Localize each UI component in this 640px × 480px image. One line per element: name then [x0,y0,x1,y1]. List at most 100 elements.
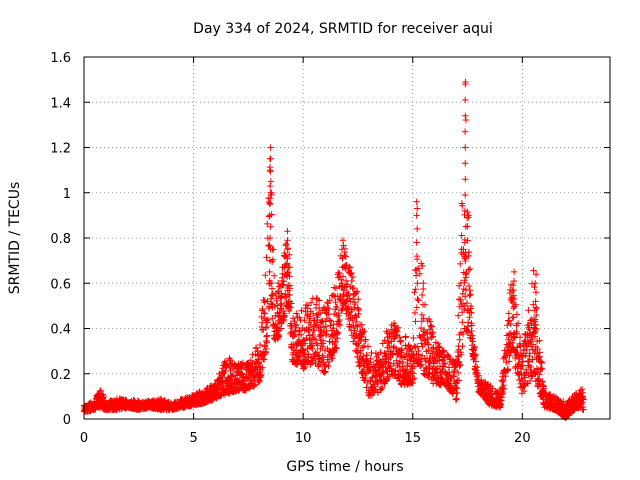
data-point [310,355,317,362]
data-point [266,166,273,174]
data-point [420,285,427,293]
data-point [514,351,521,358]
data-point [446,369,453,376]
data-point [267,246,274,253]
data-point [531,322,538,329]
data-point [413,212,420,219]
data-point [462,96,469,104]
data-point [414,343,421,350]
data-point [338,246,346,253]
data-point [532,325,539,332]
data-point [346,295,353,302]
data-point [345,290,352,297]
data-point [379,384,386,391]
data-point [536,371,543,378]
data-point [455,296,463,303]
data-point [354,288,361,295]
data-point [412,318,419,325]
data-point [264,319,271,326]
data-point [525,307,532,314]
data-point [322,368,329,375]
data-point [266,268,273,276]
data-point [489,385,496,392]
data-point [309,345,316,353]
data-point [461,302,468,310]
data-point [445,352,452,360]
data-point [465,282,473,290]
data-point [351,327,358,334]
data-point [473,364,481,371]
data-point [326,297,333,304]
data-point [348,269,355,277]
data-point [339,264,346,271]
data-point [339,291,347,298]
data-point [346,323,353,330]
data-point [326,338,333,345]
data-point [320,340,327,347]
data-point [219,374,226,381]
data-point [264,298,271,305]
data-point [298,307,305,314]
data-point [359,344,366,351]
data-point [332,285,340,292]
data-point [313,321,320,328]
data-point [270,272,278,279]
data-point [288,322,296,330]
data-point [457,351,465,358]
data-point [456,303,464,310]
data-point [256,341,264,349]
data-point [462,176,469,183]
data-point [364,343,372,350]
data-point [391,335,398,342]
data-point [412,286,419,293]
data-point [269,256,277,263]
data-point [288,300,295,307]
data-point [339,237,347,244]
data-points [80,78,587,422]
data-point [284,282,292,289]
data-point [348,277,355,285]
data-point [313,348,321,356]
data-point [501,347,508,354]
data-point [342,277,350,285]
data-point [425,341,432,348]
data-point [440,347,447,354]
x-tick-label: 20 [514,431,531,446]
data-point [462,191,469,199]
data-point [306,315,314,322]
chart-title: Day 334 of 2024, SRMTID for receiver aqu… [193,21,493,37]
data-point [302,363,309,371]
data-point [469,338,476,345]
data-point [468,327,475,335]
data-point [284,237,291,244]
data-point [391,368,398,375]
data-point [418,291,426,299]
data-point [465,212,472,219]
data-point [247,357,255,364]
data-point [325,362,332,370]
data-point [350,284,358,292]
data-point [429,333,437,340]
x-tick-label: 0 [80,431,88,446]
data-point [278,290,285,297]
data-point [510,268,518,276]
data-point [466,314,473,321]
data-point [467,291,474,298]
data-point [402,333,409,340]
data-point [264,220,271,228]
data-point [417,362,424,369]
data-point [267,168,274,175]
data-point [547,391,554,398]
data-point [499,388,507,396]
grid-lines [84,57,610,419]
data-point [536,349,543,356]
data-point [458,232,465,239]
data-point [539,378,546,385]
data-point [331,284,338,291]
data-point [412,272,420,279]
data-point [414,205,421,212]
data-point [531,307,538,314]
data-point [444,351,451,358]
data-point [267,223,274,230]
data-point [284,269,292,277]
